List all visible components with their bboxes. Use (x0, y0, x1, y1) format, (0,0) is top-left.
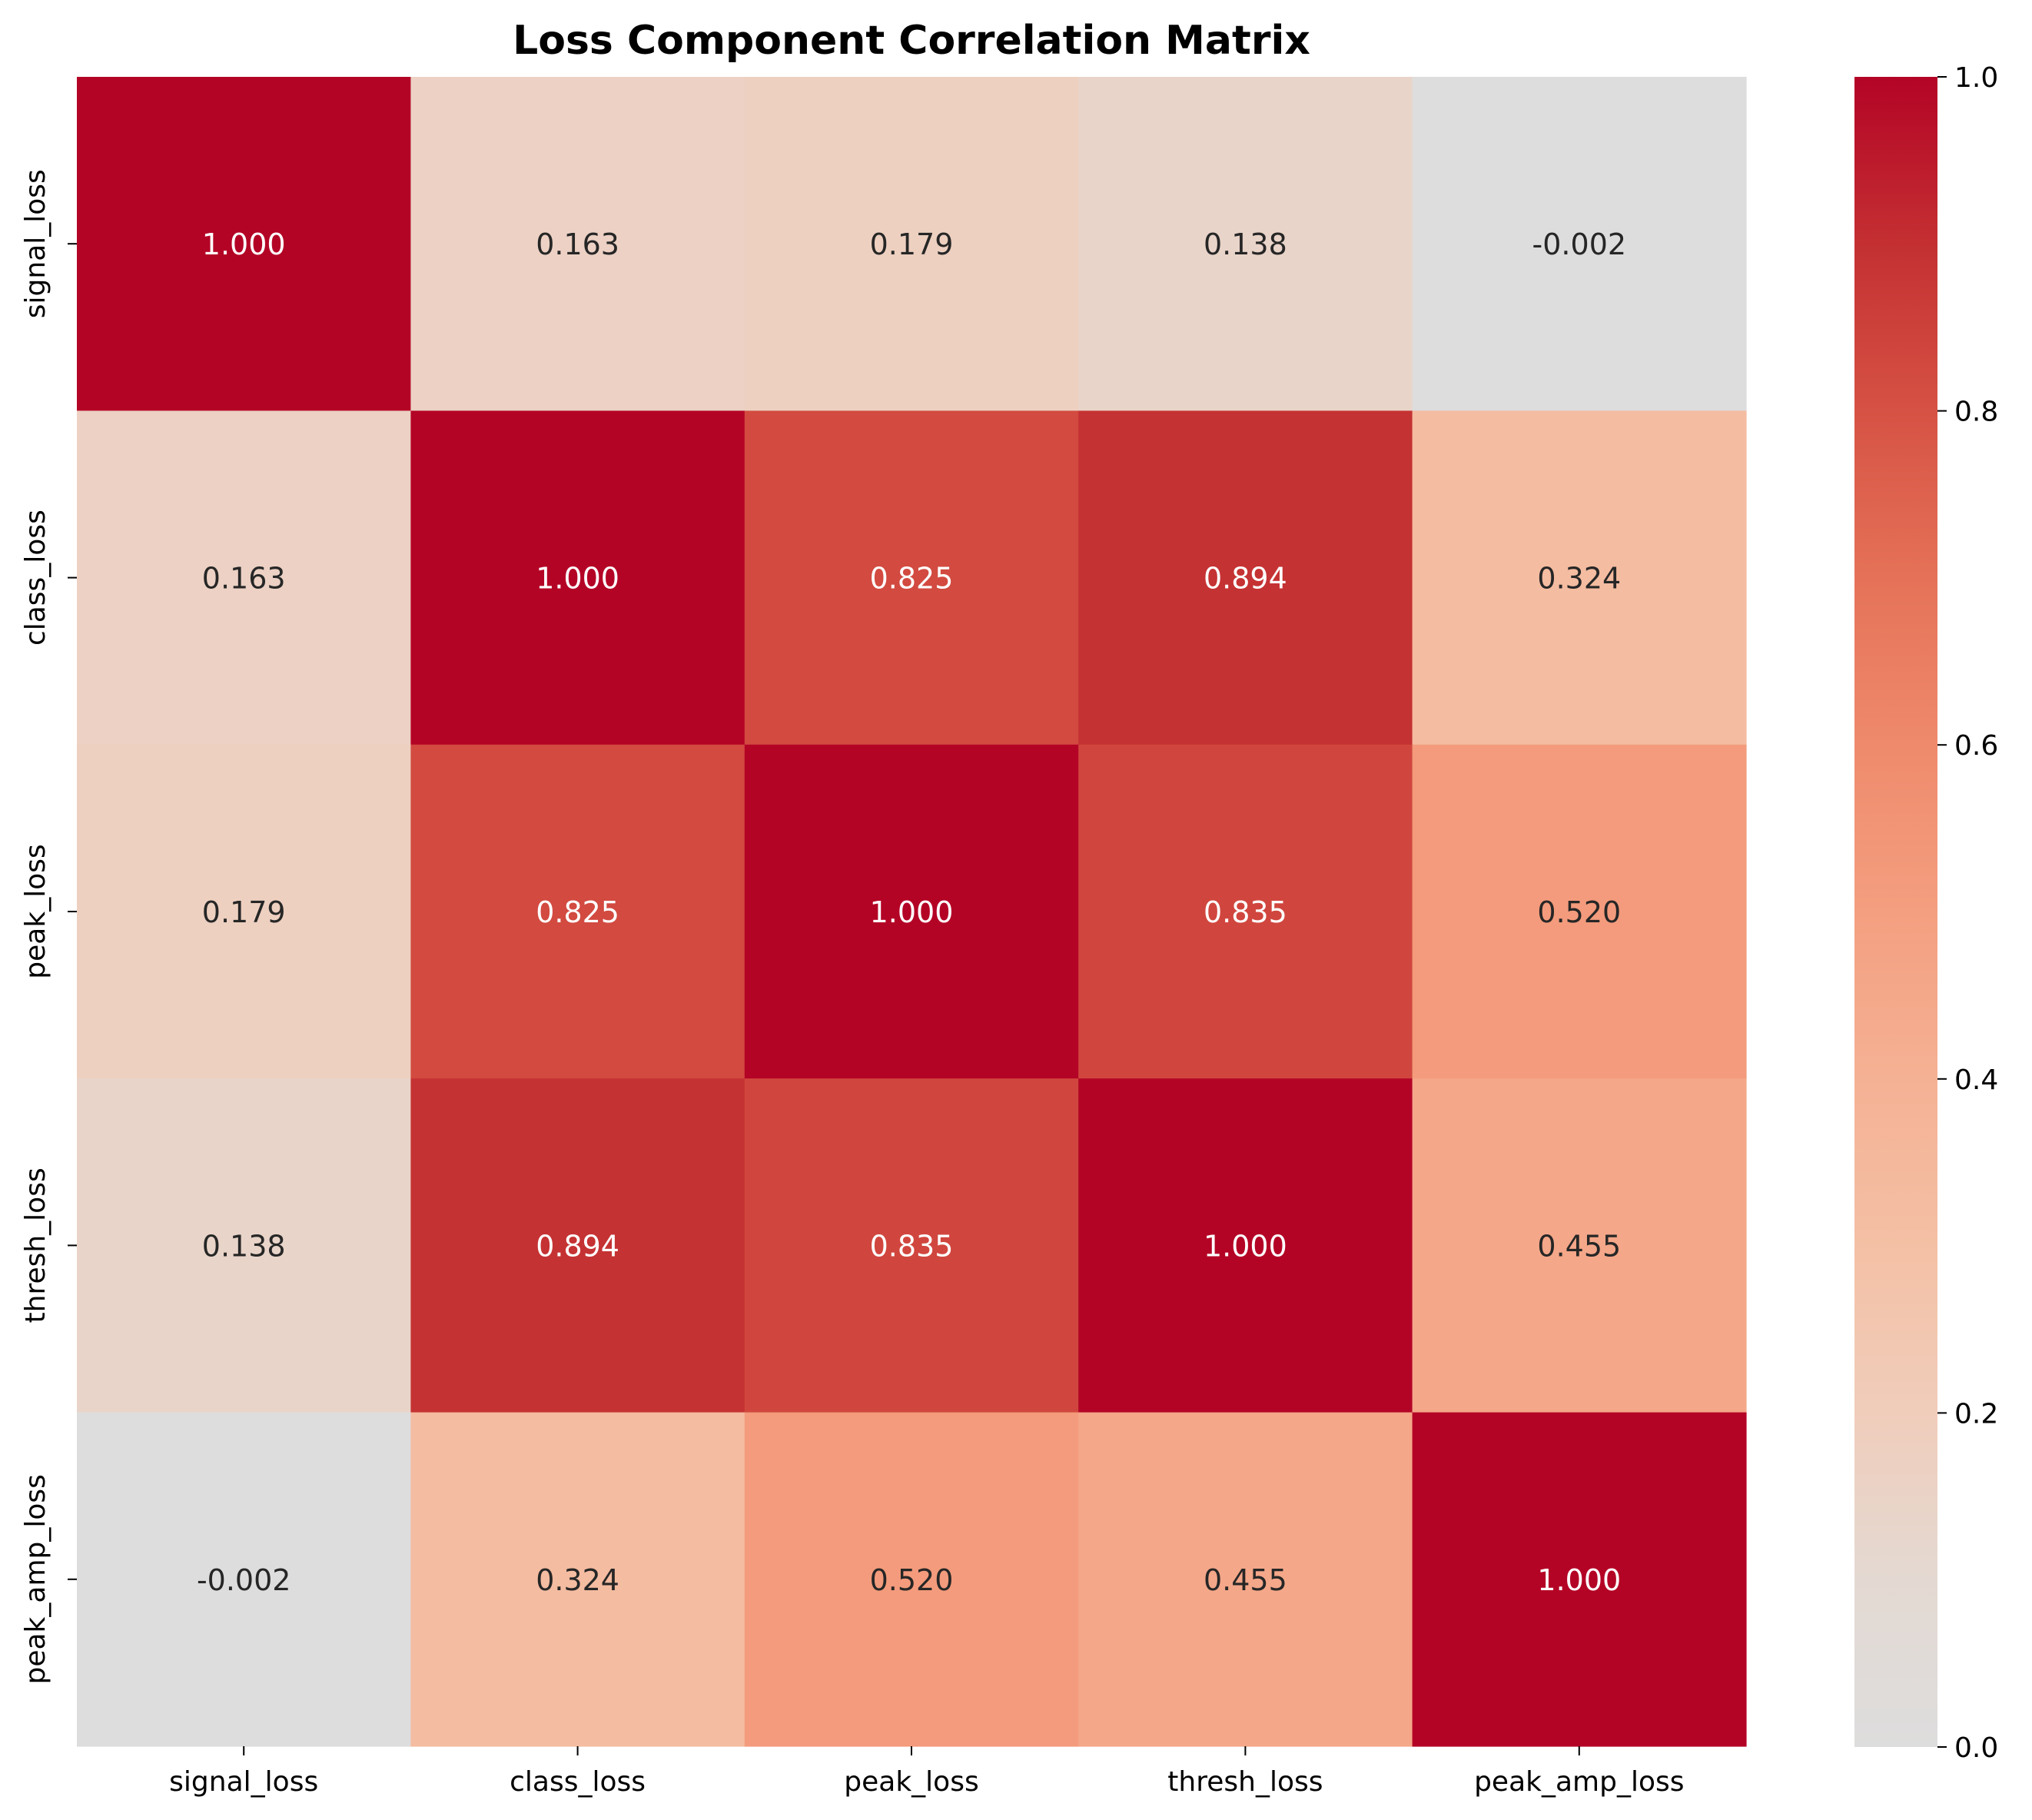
cell-value-label: 0.324 (536, 1563, 619, 1597)
cell-value-label: -0.002 (197, 1563, 291, 1597)
colorbar-tick-label: 1.0 (1954, 62, 1998, 94)
cell-value-label: 0.894 (1204, 562, 1287, 596)
chart-title: Loss Component Correlation Matrix (513, 18, 1310, 64)
colorbar-tick-label: 0.4 (1954, 1064, 1998, 1096)
y-tick-label: class_loss (20, 510, 51, 646)
heatmap-cell (744, 1412, 1079, 1747)
heatmap-cell (77, 77, 411, 411)
heatmap-cell (1412, 77, 1747, 411)
heatmap-cell (744, 1078, 1079, 1413)
cell-value-label: -0.002 (1532, 227, 1627, 261)
heatmap-cell (1412, 1078, 1747, 1413)
heatmap-cell (410, 1078, 745, 1413)
colorbar-tick-label: 0.8 (1954, 397, 1998, 428)
cell-value-label: 0.520 (870, 1563, 954, 1597)
heatmap-cell (1078, 1412, 1413, 1747)
x-tick-label: thresh_loss (1167, 1766, 1323, 1798)
heatmap-cell (410, 77, 745, 411)
x-tick-label: peak_loss (844, 1766, 978, 1798)
heatmap-cells (77, 77, 1747, 1747)
heatmap-cell (744, 744, 1079, 1079)
heatmap-cell (1412, 744, 1747, 1079)
x-tick-label: signal_loss (169, 1766, 318, 1798)
colorbar-tick-label: 0.6 (1954, 730, 1998, 762)
y-tick-label: signal_loss (20, 169, 51, 318)
y-tick-label: peak_amp_loss (20, 1474, 51, 1684)
cell-value-label: 0.324 (1537, 562, 1621, 596)
cell-value-label: 0.835 (1204, 895, 1287, 929)
heatmap-cell (1078, 744, 1413, 1079)
colorbar: 0.0 0.2 0.4 0.6 0.8 1.0 (1854, 62, 1998, 1764)
heatmap-cell (1078, 410, 1413, 746)
cell-value-label: 0.138 (1204, 227, 1287, 261)
colorbar-gradient (1854, 77, 1937, 1747)
y-tick-label: peak_loss (20, 844, 51, 978)
colorbar-ticks: 0.0 0.2 0.4 0.6 0.8 1.0 (1937, 62, 1998, 1764)
heatmap-cell (77, 744, 411, 1079)
heatmap-cell (1412, 410, 1747, 746)
y-axis: signal_loss class_loss peak_loss thresh_los… (20, 169, 77, 1685)
cell-value-label: 1.000 (1204, 1229, 1287, 1263)
heatmap-cell (744, 77, 1079, 411)
cell-value-label: 0.163 (536, 227, 619, 261)
x-tick-label: class_loss (510, 1766, 646, 1798)
cell-value-label: 0.825 (536, 895, 619, 929)
cell-value-label: 1.000 (1537, 1563, 1621, 1597)
colorbar-tick-label: 0.2 (1954, 1398, 1998, 1430)
cell-value-label: 0.520 (1537, 895, 1621, 929)
heatmap-cell (1412, 1412, 1747, 1747)
x-axis: signal_loss class_loss peak_loss thresh_los… (169, 1746, 1685, 1798)
cell-value-label: 0.138 (202, 1229, 286, 1263)
cell-value-label: 0.835 (870, 1229, 954, 1263)
heatmap-cell (77, 410, 411, 746)
heatmap-cell (77, 1412, 411, 1747)
cell-value-label: 0.179 (870, 227, 954, 261)
cell-value-label: 0.455 (1204, 1563, 1287, 1597)
cell-value-label: 0.179 (202, 895, 286, 929)
cell-value-label: 1.000 (870, 895, 954, 929)
heatmap-cell (1078, 77, 1413, 411)
cell-value-label: 1.000 (202, 227, 286, 261)
cell-value-label: 0.455 (1537, 1229, 1621, 1263)
cell-value-label: 0.825 (870, 562, 954, 596)
heatmap-cell (410, 744, 745, 1079)
cell-value-label: 1.000 (536, 562, 619, 596)
cell-value-label: 0.894 (536, 1229, 619, 1263)
y-tick-label: thresh_loss (20, 1167, 51, 1323)
heatmap-cell (410, 1412, 745, 1747)
heatmap-cell (77, 1078, 411, 1413)
heatmap-cell (744, 410, 1079, 746)
heatmap-cell-labels: 1.000 0.163 0.179 0.138 -0.002 0.163 1.000 0.82… (197, 227, 1626, 1597)
heatmap-cell (1078, 1078, 1413, 1413)
x-tick-label: peak_amp_loss (1474, 1766, 1684, 1798)
heatmap-cell (410, 410, 745, 746)
colorbar-tick-label: 0.0 (1954, 1732, 1998, 1764)
cell-value-label: 0.163 (202, 562, 286, 596)
